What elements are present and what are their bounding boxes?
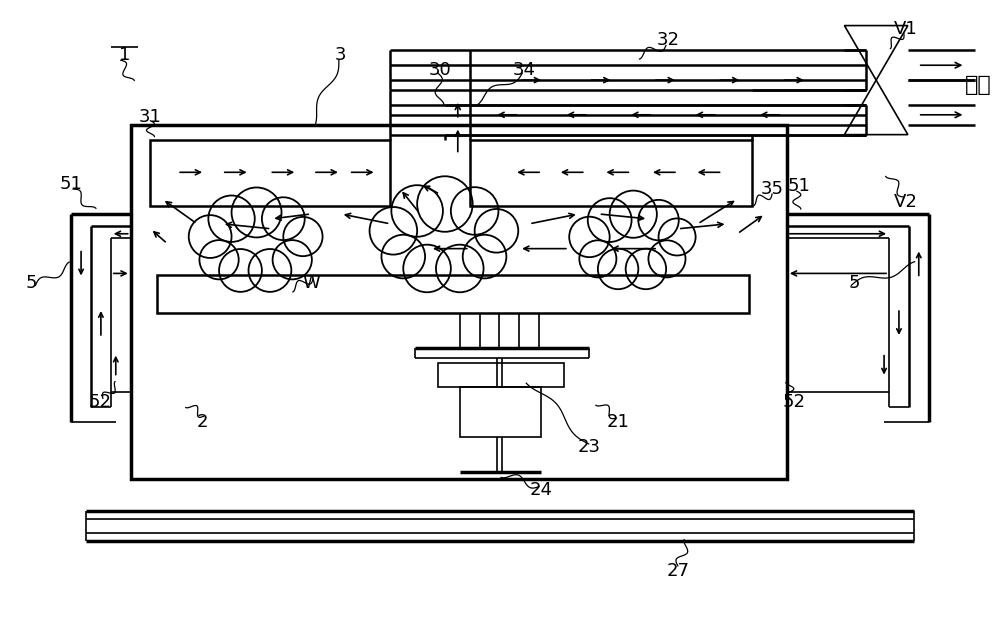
Text: 5: 5 [849,275,860,293]
Text: 34: 34 [513,61,536,79]
Text: 32: 32 [656,32,679,50]
Bar [157,275,749,313]
Text: 30: 30 [429,61,451,79]
Text: 5: 5 [26,275,37,293]
Text: 23: 23 [577,438,600,456]
Text: 35: 35 [761,180,784,198]
Text: 31: 31 [139,108,162,126]
Text: 排气: 排气 [965,75,992,95]
Text: 52: 52 [782,394,805,412]
Text: 3: 3 [335,46,347,64]
Text: 1: 1 [119,46,130,64]
Text: V2: V2 [894,193,918,211]
Text: V1: V1 [894,19,918,37]
Bar [438,363,564,388]
Text: 51: 51 [787,177,810,195]
Text: 27: 27 [666,562,689,580]
Text: 24: 24 [530,480,553,498]
Text: W: W [302,275,320,293]
Text: 21: 21 [607,413,630,431]
Text: 2: 2 [196,413,208,431]
Text: 51: 51 [60,175,83,193]
Bar [470,140,752,206]
Bar [460,388,541,437]
Bar [131,125,787,478]
Text: 52: 52 [88,394,111,412]
Bar [150,140,390,206]
